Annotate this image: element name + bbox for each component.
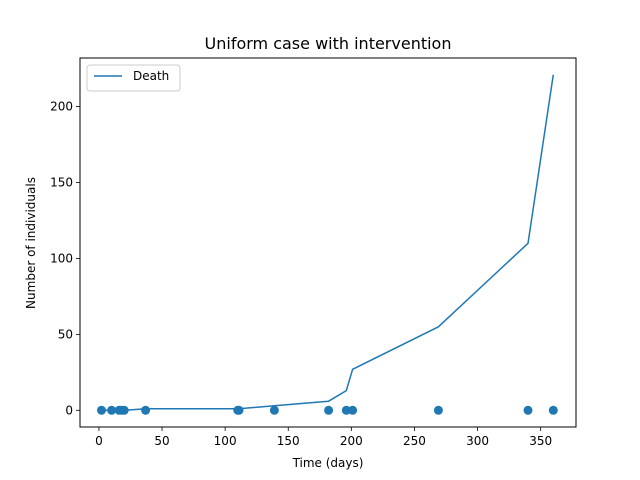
y-tick-label: 100 <box>50 251 73 265</box>
y-tick-label: 0 <box>65 403 73 417</box>
axes-frame <box>79 57 577 428</box>
x-tick-label: 200 <box>340 434 363 448</box>
scatter-point <box>141 405 151 415</box>
x-tick-label: 300 <box>466 434 489 448</box>
x-tick-label: 100 <box>214 434 237 448</box>
y-tick-label: 200 <box>50 100 73 114</box>
scatter-point <box>234 405 244 415</box>
scatter-point <box>269 405 279 415</box>
x-axis-label: Time (days) <box>292 456 364 470</box>
x-tick-label: 50 <box>154 434 169 448</box>
scatter-point <box>324 405 334 415</box>
legend-label-death: Death <box>133 69 169 83</box>
scatter-point <box>348 405 358 415</box>
x-tick-label: 350 <box>529 434 552 448</box>
x-axis: 0 50 100 150 200 250 300 350 <box>95 427 552 448</box>
scatter-point <box>341 405 351 415</box>
legend-box <box>86 64 181 92</box>
series-line-death <box>101 74 555 412</box>
plot-area <box>97 74 558 415</box>
y-tick-label: 50 <box>58 327 73 341</box>
scatter-point <box>548 405 558 415</box>
x-tick-label: 150 <box>277 434 300 448</box>
y-axis-label: Number of individuals <box>24 177 38 309</box>
x-tick-label: 250 <box>403 434 426 448</box>
scatter-point <box>107 405 117 415</box>
legend: Death <box>86 64 181 92</box>
x-tick-label: 0 <box>95 434 103 448</box>
scatter-point <box>119 405 129 415</box>
chart-title: Uniform case with intervention <box>205 34 452 53</box>
scatter-point <box>523 405 533 415</box>
scatter-point <box>433 405 443 415</box>
y-tick-label: 150 <box>50 176 73 190</box>
scatter-point <box>97 405 106 415</box>
y-axis: 0 50 100 150 200 <box>50 100 80 417</box>
